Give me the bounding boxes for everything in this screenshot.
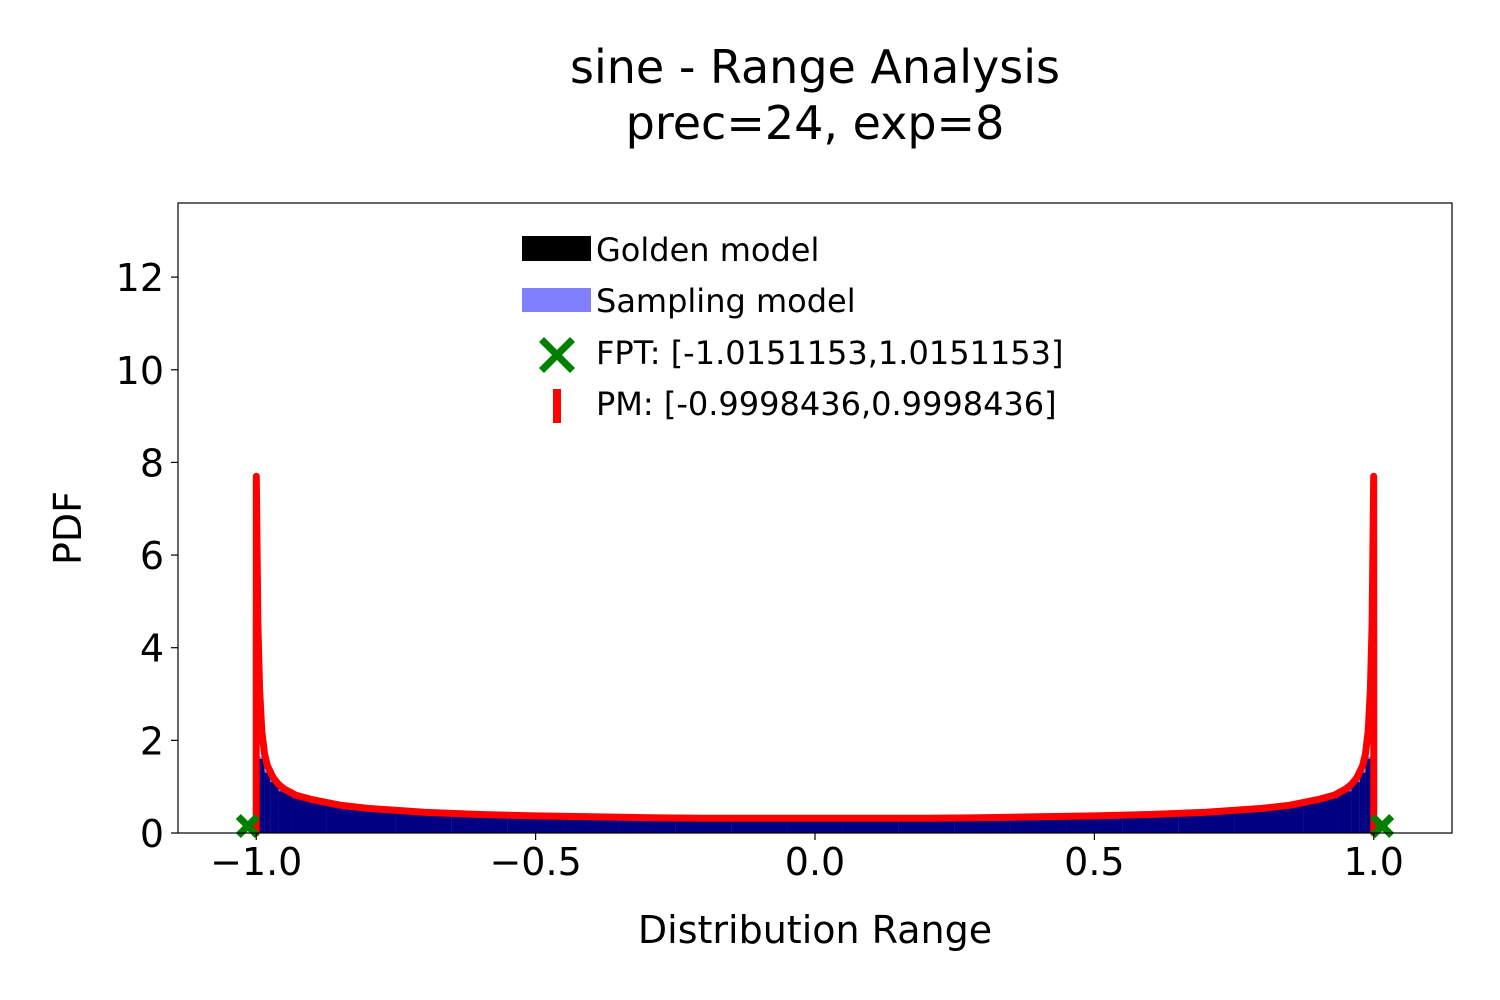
golden-model-bar — [787, 818, 843, 833]
y-axis-label: PDF — [46, 490, 90, 566]
y-tick-label: 0 — [140, 812, 164, 856]
golden-model-bar — [842, 818, 899, 833]
golden-model-bar — [1275, 805, 1304, 833]
golden-model-bar — [1337, 791, 1352, 833]
golden-model-bar — [326, 805, 355, 833]
fpt-markers — [235, 814, 1395, 839]
legend-label-sampling: Sampling model — [596, 282, 856, 320]
legend-swatch-fpt — [539, 337, 575, 373]
golden-model-bar — [395, 812, 452, 833]
chart-subtitle: prec=24, exp=8 — [625, 96, 1005, 150]
legend-label-fpt: FPT: [-1.0151153,1.0151153] — [596, 334, 1063, 372]
y-tick-label: 10 — [116, 349, 164, 393]
y-tick-label: 2 — [140, 719, 164, 763]
x-axis: −1.0 −0.5 0.0 0.5 1.0 — [210, 833, 1404, 884]
x-tick-label: 1.0 — [1344, 840, 1404, 884]
golden-model-bar — [354, 809, 396, 833]
y-tick-label: 4 — [140, 627, 164, 671]
golden-model-bar — [292, 798, 307, 833]
golden-model-bar — [898, 818, 955, 833]
legend-label-pm: PM: [-0.9998436,0.9998436] — [596, 385, 1057, 423]
golden-model-bar — [1303, 800, 1324, 833]
golden-model-bar — [1365, 758, 1371, 833]
legend-swatch-sampling — [522, 288, 591, 312]
golden-model-bar — [619, 817, 676, 833]
golden-model-bar — [507, 816, 564, 833]
x-tick-label: 0.5 — [1064, 840, 1124, 884]
legend: Golden model Sampling model FPT: [-1.01511… — [522, 231, 1063, 423]
chart-title: sine - Range Analysis — [570, 40, 1060, 94]
golden-model-bar — [1178, 812, 1235, 833]
fpt-marker — [1370, 814, 1395, 839]
golden-model-bar — [278, 791, 293, 833]
y-tick-label: 6 — [140, 534, 164, 578]
legend-swatch-golden — [522, 236, 591, 261]
golden-model-bar — [1234, 809, 1276, 833]
golden-model-bar — [259, 758, 265, 833]
golden-model-bar — [731, 818, 788, 833]
golden-model-bar — [1323, 798, 1338, 833]
y-axis: 0 2 4 6 8 10 12 — [116, 256, 178, 856]
pm-line — [252, 472, 1378, 837]
x-tick-label: −0.5 — [489, 840, 581, 884]
golden-model-bar — [1359, 772, 1366, 833]
golden-model-bar — [270, 782, 279, 833]
legend-label-golden: Golden model — [596, 231, 819, 269]
x-tick-label: −1.0 — [210, 840, 302, 884]
golden-model-histogram — [256, 749, 1374, 833]
legend-swatch-pm — [553, 389, 561, 423]
golden-model-bar — [1066, 816, 1123, 833]
golden-model-bar — [1122, 814, 1179, 833]
y-tick-label: 12 — [116, 256, 164, 300]
pm-curve — [252, 472, 1378, 837]
golden-model-bar — [306, 800, 327, 833]
golden-model-bar — [451, 814, 508, 833]
golden-model-bar — [1351, 782, 1360, 833]
golden-model-bar — [264, 772, 271, 833]
x-tick-label: 0.0 — [785, 840, 845, 884]
golden-model-bar — [954, 817, 1011, 833]
y-tick-label: 8 — [140, 441, 164, 485]
golden-model-bar — [1010, 817, 1067, 833]
golden-model-bar — [675, 818, 732, 833]
x-axis-label: Distribution Range — [637, 908, 993, 952]
fpt-marker — [235, 814, 260, 839]
golden-model-bar — [563, 817, 620, 833]
